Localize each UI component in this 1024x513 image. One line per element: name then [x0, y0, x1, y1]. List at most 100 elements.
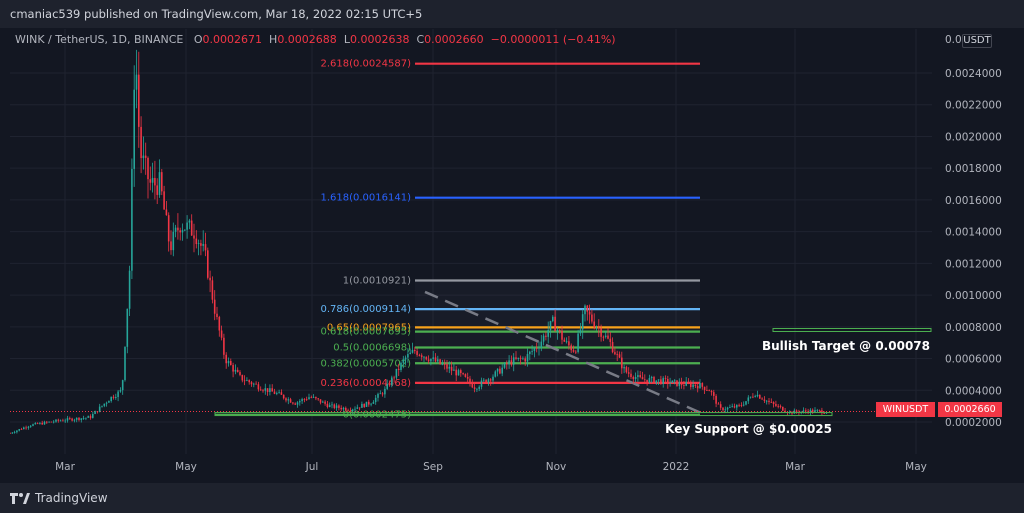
candle-body	[466, 376, 469, 379]
candle-body	[821, 410, 823, 414]
candle-body	[381, 393, 384, 395]
tradingview-logo[interactable]: TradingView	[10, 491, 108, 505]
candle-body	[669, 382, 671, 384]
candle-body	[487, 379, 490, 383]
price-tick-label: 0.0006000	[945, 354, 1002, 366]
candle-body	[363, 403, 365, 407]
candle-body	[82, 418, 85, 419]
candle-body	[158, 172, 161, 195]
candle-body	[193, 235, 195, 239]
candle-body	[170, 241, 172, 251]
candle-body	[542, 335, 545, 342]
price-axis: 0.0 0.0024000 0.0022000 0.0020000 0.0018000 0…	[945, 34, 1002, 429]
candle-body	[464, 374, 467, 377]
candle-body	[653, 377, 655, 384]
candle-body	[248, 380, 250, 383]
candle-body	[671, 380, 674, 383]
fibonacci-retracement: 2.618(0.0024587) 1.618(0.0016141) 1(0.0010…	[10, 59, 932, 420]
candle-body	[85, 417, 87, 419]
candle-body	[795, 410, 798, 413]
candle-body	[604, 335, 607, 337]
low-label: L	[343, 33, 350, 46]
candle-body	[561, 330, 563, 340]
candle-body	[69, 418, 71, 419]
candle-body	[510, 360, 513, 365]
candle-body	[397, 368, 400, 370]
candle-body	[156, 185, 158, 195]
candle-body	[416, 351, 418, 355]
currency-button[interactable]: USDT	[962, 34, 992, 48]
price-chart[interactable]: 2.618(0.0024587) 1.618(0.0016141) 1(0.0010…	[10, 29, 932, 454]
candle-body	[708, 390, 710, 392]
candle-body	[400, 362, 402, 370]
candle-body	[443, 364, 446, 365]
candle-body	[558, 329, 561, 331]
candle-body	[243, 380, 246, 382]
footer-bar: TradingView	[0, 483, 1024, 513]
candle-body	[448, 366, 451, 369]
candle-body	[112, 396, 115, 398]
candle-body	[271, 388, 273, 392]
price-tick-label: 0.0022000	[945, 100, 1002, 112]
candle-body	[195, 238, 198, 245]
candle-body	[368, 401, 370, 405]
candle-body	[365, 401, 368, 407]
candle-body	[811, 409, 814, 412]
candle-body	[522, 358, 524, 360]
candle-body	[246, 380, 248, 381]
candle-body	[89, 416, 92, 418]
price-tick-label: 0.0010000	[945, 290, 1002, 302]
candle-body	[469, 378, 471, 384]
candle-body	[724, 409, 727, 411]
candle-body	[439, 359, 441, 365]
candle-body	[752, 396, 754, 398]
candle-body	[98, 406, 101, 412]
symbol-price-tag: WINUSDT	[876, 402, 935, 417]
candle-body	[10, 433, 11, 434]
candle-body	[565, 341, 568, 343]
candle-body	[388, 383, 391, 386]
candle-body	[105, 402, 108, 404]
candle-body	[736, 404, 738, 408]
candle-body	[768, 400, 770, 402]
fib-level-label: 0.618(0.0007695)	[320, 327, 411, 338]
candle-body	[745, 401, 747, 405]
candle-body	[650, 377, 653, 379]
candle-body	[809, 409, 812, 413]
candle-body	[354, 408, 356, 410]
candle-body	[287, 399, 290, 401]
symbol-legend: WINK / TetherUS, 1D, BINANCE O0.0002671 …	[15, 33, 616, 46]
price-tick-label: 0.0	[945, 34, 962, 46]
candle-body	[103, 403, 106, 406]
candle-body	[197, 243, 200, 245]
candle-body	[694, 384, 697, 386]
candle-body	[621, 357, 623, 369]
axes: 0.0 0.0024000 0.0022000 0.0020000 0.0018000 0…	[55, 34, 1002, 473]
candle-body	[611, 341, 614, 353]
candle-body	[512, 357, 515, 365]
candle-body	[25, 427, 27, 429]
price-tick-label: 0.0012000	[945, 258, 1002, 270]
candle-body	[140, 126, 142, 159]
candle-body	[55, 419, 57, 422]
candle-body	[280, 392, 283, 395]
candle-body	[595, 327, 598, 329]
candle-body	[533, 347, 536, 351]
candle-body	[655, 380, 658, 384]
candle-body	[138, 74, 140, 127]
candle-body	[756, 394, 759, 397]
candle-body	[526, 354, 529, 362]
candle-body	[664, 378, 667, 379]
fib-level-label: 1(0.0010921)	[343, 275, 411, 286]
candle-body	[328, 405, 331, 408]
candle-body	[395, 368, 398, 378]
candle-body	[414, 349, 416, 352]
candle-body	[319, 399, 322, 403]
candle-body	[761, 398, 763, 400]
candle-body	[625, 367, 628, 373]
price-tick-label: 0.0004000	[945, 385, 1002, 397]
candle-body	[630, 373, 632, 377]
time-tick-label: 2022	[663, 461, 690, 473]
candle-body	[209, 277, 211, 281]
candle-body	[34, 423, 37, 425]
